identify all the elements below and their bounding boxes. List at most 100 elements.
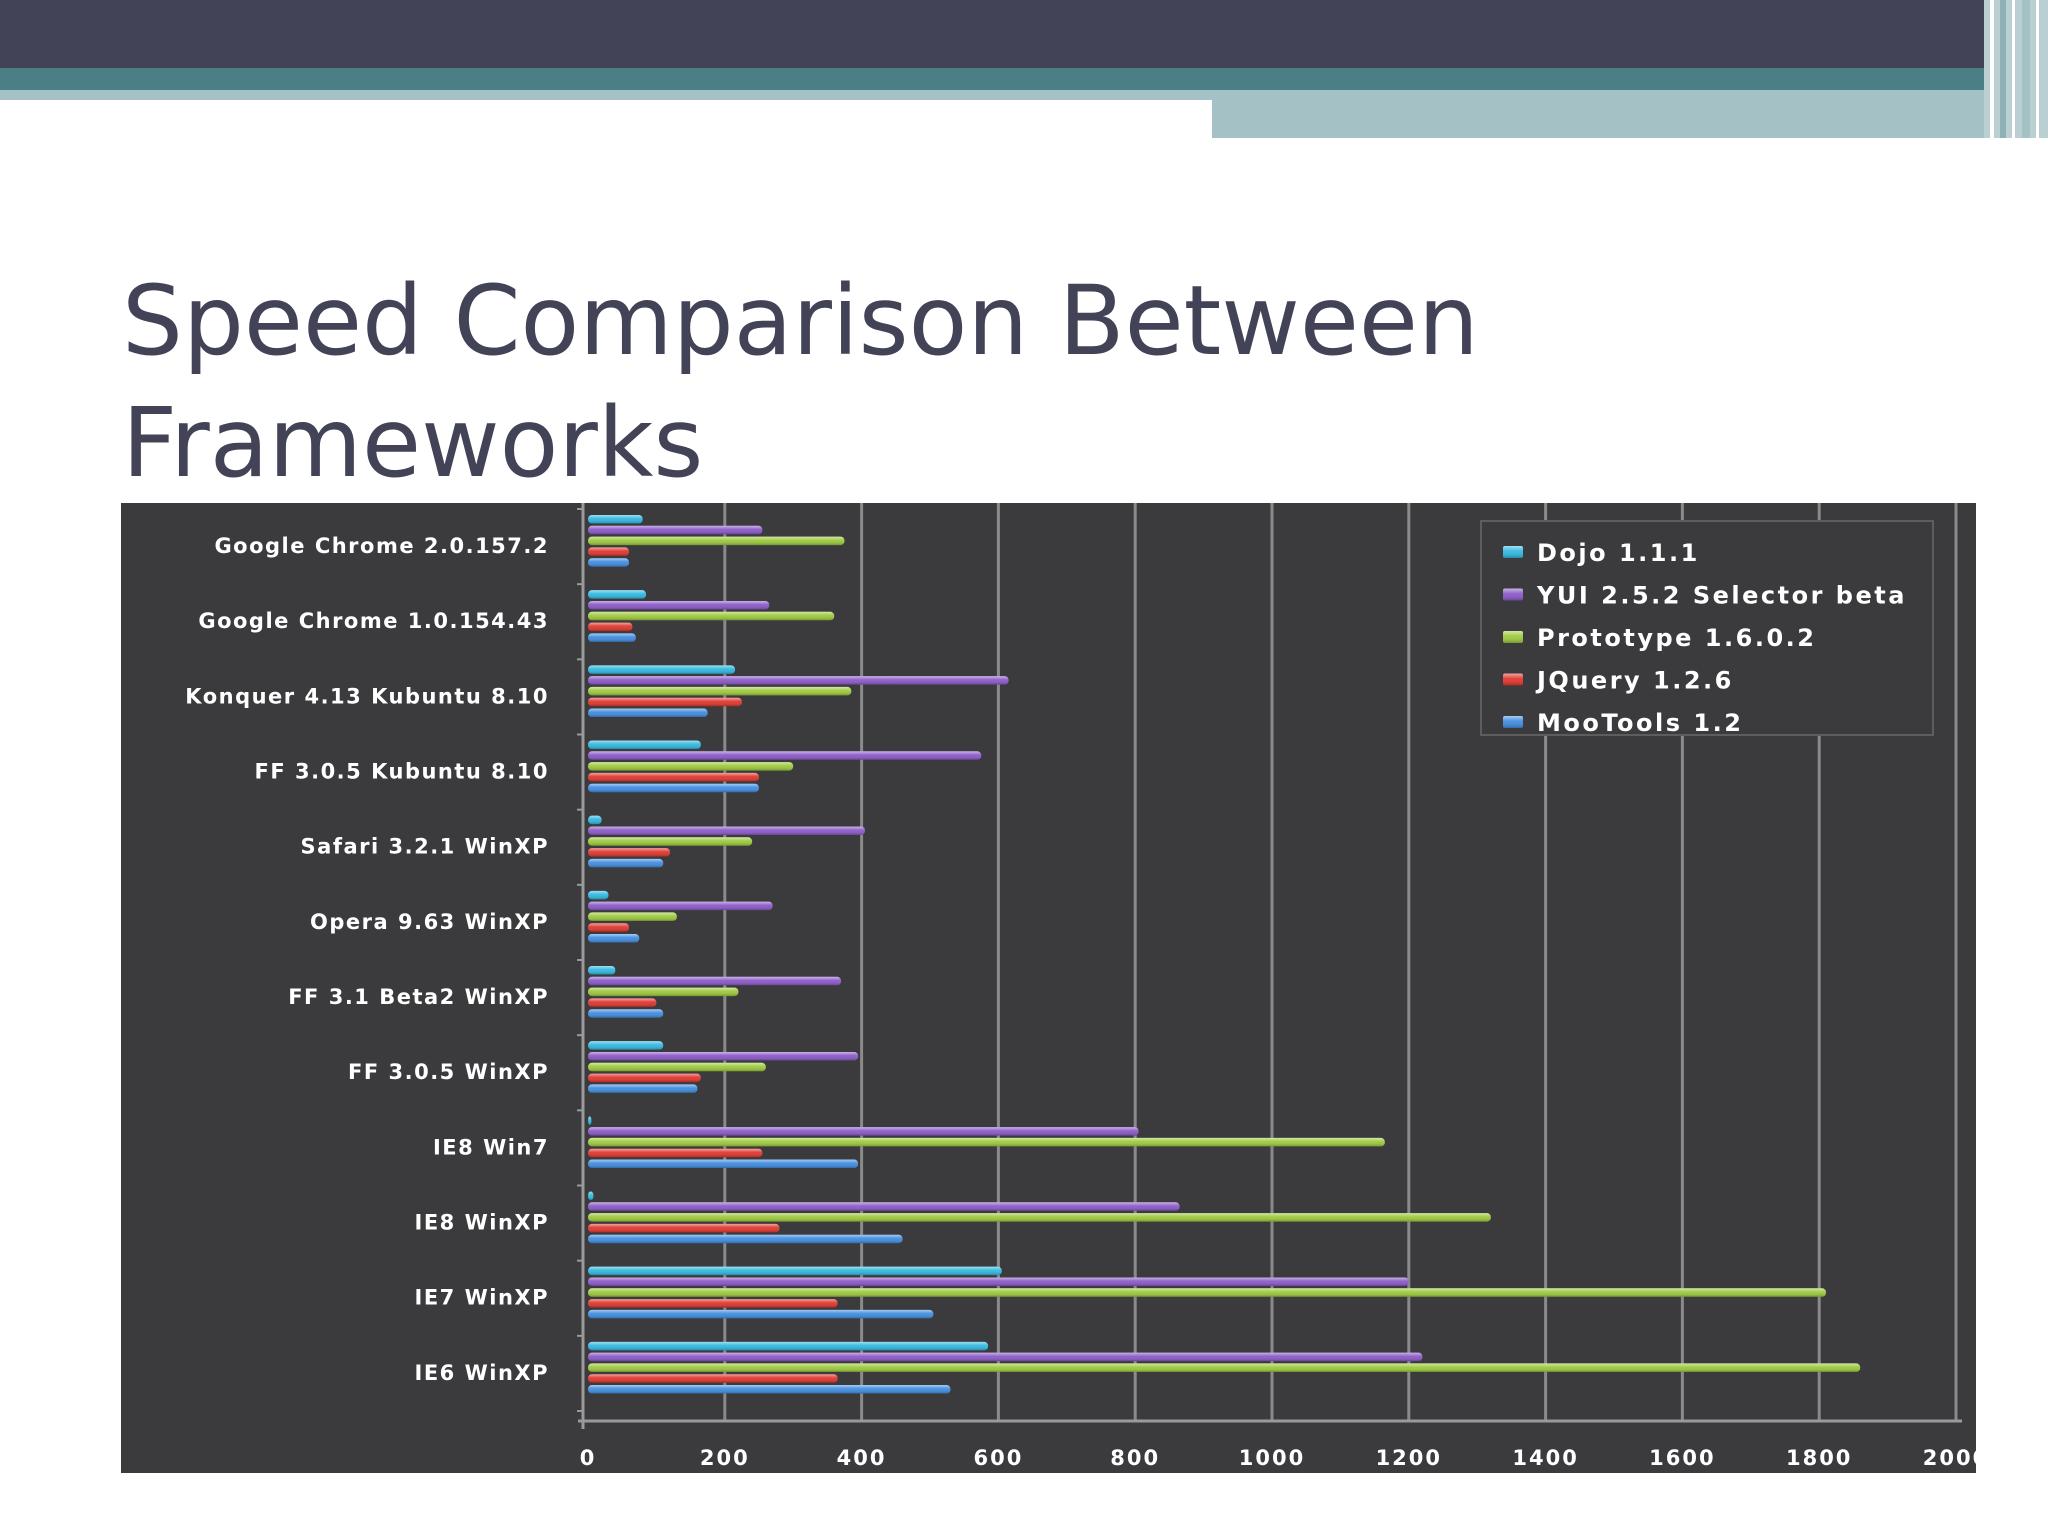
bar-mootools-1-2-konquer-4-13-kubuntu-8-10 — [588, 708, 708, 718]
bar-dojo-1-1-1-google-chrome-2-0-157-2 — [588, 515, 643, 524]
category-label-ff-3-0-5-winxp: FF 3.0.5 WinXP — [348, 1060, 549, 1084]
category-label-ie8-winxp: IE8 WinXP — [415, 1211, 549, 1235]
bar-yui-2-5-2-selector-beta-ie8-winxp — [588, 1202, 1180, 1211]
legend: Dojo 1.1.1 YUI 2.5.2 Selector beta Prototy… — [1480, 520, 1934, 737]
bar-dojo-1-1-1-ie7-winxp — [588, 1266, 1002, 1276]
bar-mootools-1-2-opera-9-63-winxp — [588, 934, 640, 943]
bar-dojo-1-1-1-ff-3-0-5-winxp — [588, 1041, 664, 1050]
bar-jquery-1-2-6-safari-3-2-1-winxp — [588, 848, 671, 857]
bar-mootools-1-2-ff-3-0-5-winxp — [588, 1084, 698, 1093]
bar-prototype-1-6-0-2-ie6-winxp — [588, 1363, 1861, 1372]
bar-dojo-1-1-1-ff-3-1-beta2-winxp — [588, 966, 616, 975]
legend-box — [1480, 520, 1934, 736]
bar-jquery-1-2-6-ie7-winxp — [588, 1299, 838, 1308]
header-light-block — [1212, 90, 2048, 138]
bar-jquery-1-2-6-opera-9-63-winxp — [588, 923, 630, 932]
axes — [577, 503, 1962, 1429]
bar-jquery-1-2-6-ie6-winxp — [588, 1374, 838, 1383]
bar-mootools-1-2-google-chrome-1-0-154-43 — [588, 633, 636, 642]
bar-dojo-1-1-1-ie8-win7 — [588, 1116, 592, 1125]
bar-jquery-1-2-6-ff-3-1-beta2-winxp — [588, 998, 657, 1007]
bar-yui-2-5-2-selector-beta-safari-3-2-1-winxp — [588, 826, 866, 835]
legend-label-dojo-1-1-1: Dojo 1.1.1 — [1537, 539, 1700, 567]
bar-prototype-1-6-0-2-safari-3-2-1-winxp — [588, 837, 753, 846]
bar-jquery-1-2-6-google-chrome-1-0-154-43 — [588, 622, 633, 632]
category-labels: Google Chrome 2.0.157.2 Google Chrome 1.0… — [185, 534, 549, 1385]
bar-yui-2-5-2-selector-beta-google-chrome-1-0-154-43 — [588, 600, 770, 610]
header-dark-bar — [0, 0, 2048, 68]
x-tick-label: 400 — [837, 1446, 887, 1470]
bar-prototype-1-6-0-2-ie8-winxp — [588, 1213, 1491, 1222]
bar-prototype-1-6-0-2-ff-3-0-5-kubuntu-8-10 — [588, 762, 794, 771]
bar-mootools-1-2-ie6-winxp — [588, 1385, 951, 1394]
bar-jquery-1-2-6-ff-3-0-5-winxp — [588, 1073, 701, 1083]
category-label-ie8-win7: IE8 Win7 — [433, 1135, 549, 1159]
bar-yui-2-5-2-selector-beta-ie6-winxp — [588, 1352, 1423, 1362]
bar-mootools-1-2-safari-3-2-1-winxp — [588, 858, 664, 868]
bar-yui-2-5-2-selector-beta-opera-9-63-winxp — [588, 901, 773, 911]
bar-mootools-1-2-ie7-winxp — [588, 1309, 934, 1319]
category-label-ie6-winxp: IE6 WinXP — [415, 1361, 549, 1385]
category-label-ff-3-0-5-kubuntu-8-10: FF 3.0.5 Kubuntu 8.10 — [254, 760, 549, 784]
bar-dojo-1-1-1-opera-9-63-winxp — [588, 890, 609, 900]
bar-prototype-1-6-0-2-ie7-winxp — [588, 1288, 1827, 1297]
x-tick-label: 800 — [1110, 1446, 1160, 1470]
bar-prototype-1-6-0-2-ff-3-1-beta2-winxp — [588, 987, 739, 997]
bar-prototype-1-6-0-2-opera-9-63-winxp — [588, 912, 677, 921]
category-label-ff-3-1-beta2-winxp: FF 3.1 Beta2 WinXP — [288, 985, 549, 1009]
bar-dojo-1-1-1-google-chrome-1-0-154-43 — [588, 590, 647, 599]
bar-prototype-1-6-0-2-konquer-4-13-kubuntu-8-10 — [588, 686, 852, 696]
bar-yui-2-5-2-selector-beta-ie8-win7 — [588, 1127, 1139, 1136]
category-label-google-chrome-2-0-157-2: Google Chrome 2.0.157.2 — [214, 534, 549, 558]
bar-dojo-1-1-1-safari-3-2-1-winxp — [588, 815, 602, 825]
bar-mootools-1-2-ie8-win7 — [588, 1159, 859, 1169]
bar-jquery-1-2-6-google-chrome-2-0-157-2 — [588, 547, 630, 556]
bar-jquery-1-2-6-konquer-4-13-kubuntu-8-10 — [588, 697, 742, 707]
bar-yui-2-5-2-selector-beta-google-chrome-2-0-157-2 — [588, 525, 763, 535]
bar-jquery-1-2-6-ie8-winxp — [588, 1223, 780, 1233]
x-tick-labels: 0 200 400 600 800 1000 1200 1400 1600 1800 2000 — [580, 1446, 1976, 1470]
bar-prototype-1-6-0-2-ff-3-0-5-winxp — [588, 1062, 766, 1072]
bar-mootools-1-2-ff-3-1-beta2-winxp — [588, 1009, 664, 1018]
x-tick-label: 2000 — [1923, 1446, 1976, 1470]
category-label-google-chrome-1-0-154-43: Google Chrome 1.0.154.43 — [198, 609, 549, 633]
slide-title: Speed Comparison Between Frameworks — [122, 265, 1479, 499]
legend-label-jquery-1-2-6: JQuery 1.2.6 — [1535, 667, 1734, 695]
x-tick-label: 1800 — [1786, 1446, 1852, 1470]
bar-mootools-1-2-ie8-winxp — [588, 1234, 903, 1244]
bar-dojo-1-1-1-ie6-winxp — [588, 1341, 989, 1351]
header-light-strip — [0, 90, 1212, 100]
header-edge-stripes — [1984, 0, 2048, 138]
bar-mootools-1-2-ff-3-0-5-kubuntu-8-10 — [588, 783, 759, 793]
header-teal-band — [0, 68, 2048, 90]
bars — [588, 515, 1861, 1394]
x-tick-label: 1000 — [1239, 1446, 1305, 1470]
bar-yui-2-5-2-selector-beta-konquer-4-13-kubuntu-8-10 — [588, 676, 1009, 685]
x-tick-label: 1600 — [1649, 1446, 1715, 1470]
category-label-ie7-winxp: IE7 WinXP — [415, 1286, 549, 1310]
bar-mootools-1-2-google-chrome-2-0-157-2 — [588, 558, 630, 567]
bar-yui-2-5-2-selector-beta-ie7-winxp — [588, 1277, 1409, 1286]
x-tick-label: 600 — [973, 1446, 1023, 1470]
bar-yui-2-5-2-selector-beta-ff-3-0-5-winxp — [588, 1051, 859, 1061]
bar-prototype-1-6-0-2-google-chrome-2-0-157-2 — [588, 536, 845, 546]
x-tick-label: 1200 — [1376, 1446, 1442, 1470]
bar-prototype-1-6-0-2-google-chrome-1-0-154-43 — [588, 611, 835, 621]
bar-prototype-1-6-0-2-ie8-win7 — [588, 1137, 1385, 1147]
bar-jquery-1-2-6-ff-3-0-5-kubuntu-8-10 — [588, 772, 759, 782]
category-label-konquer-4-13-kubuntu-8-10: Konquer 4.13 Kubuntu 8.10 — [185, 684, 549, 708]
bar-dojo-1-1-1-ie8-winxp — [588, 1191, 594, 1200]
category-label-safari-3-2-1-winxp: Safari 3.2.1 WinXP — [301, 835, 549, 859]
legend-label-mootools-1-2: MooTools 1.2 — [1537, 709, 1743, 737]
bar-jquery-1-2-6-ie8-win7 — [588, 1148, 763, 1158]
x-tick-label: 1400 — [1512, 1446, 1578, 1470]
legend-label-yui-2-5-2-selector-beta: YUI 2.5.2 Selector beta — [1536, 582, 1907, 610]
legend-label-prototype-1-6-0-2: Prototype 1.6.0.2 — [1537, 624, 1816, 652]
x-tick-label: 0 — [580, 1446, 597, 1470]
speed-comparison-bar-chart: Google Chrome 2.0.157.2 Google Chrome 1.0… — [121, 503, 1976, 1473]
bar-dojo-1-1-1-konquer-4-13-kubuntu-8-10 — [588, 665, 736, 674]
bar-yui-2-5-2-selector-beta-ff-3-1-beta2-winxp — [588, 976, 842, 986]
bar-dojo-1-1-1-ff-3-0-5-kubuntu-8-10 — [588, 740, 701, 749]
x-tick-label: 200 — [700, 1446, 750, 1470]
category-label-opera-9-63-winxp: Opera 9.63 WinXP — [310, 910, 549, 934]
